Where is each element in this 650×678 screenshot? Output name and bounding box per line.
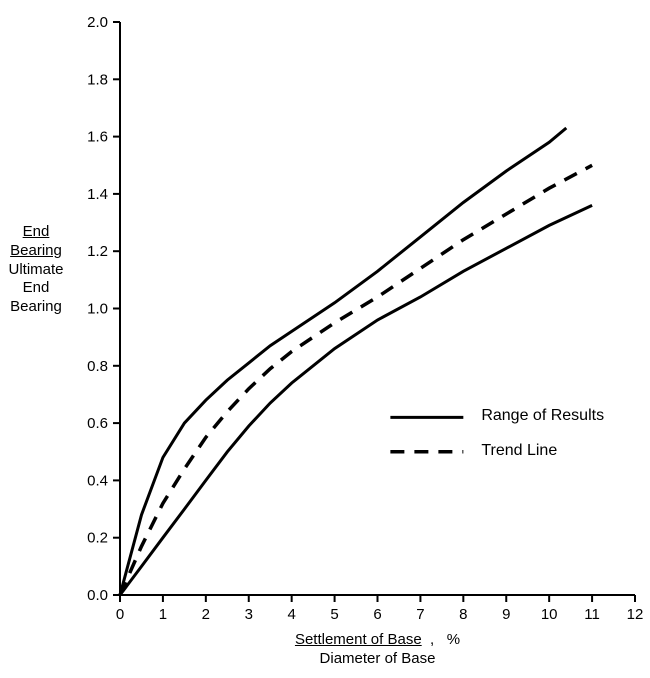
y-axis-title: End Bearing Ultimate End Bearing (0, 223, 72, 317)
y-tick-label: 0.8 (87, 358, 108, 375)
x-title-sep: , (430, 631, 434, 648)
x-tick-label: 4 (287, 606, 295, 623)
x-tick-label: 8 (459, 606, 467, 623)
x-tick-label: 12 (627, 606, 644, 623)
x-tick-label: 0 (116, 606, 124, 623)
y-tick-label: 0.0 (87, 587, 108, 604)
x-tick-label: 7 (416, 606, 424, 623)
y-tick-label: 2.0 (87, 14, 108, 31)
y-tick-label: 0.4 (87, 472, 108, 489)
y-tick-label: 0.6 (87, 415, 108, 432)
x-tick-label: 11 (584, 606, 600, 623)
x-axis-title: Settlement of Base , % Diameter of Base (248, 631, 508, 669)
x-tick-label: 2 (202, 606, 210, 623)
x-tick-label: 3 (245, 606, 253, 623)
y-title-line3: Bearing (10, 298, 62, 315)
x-tick-label: 1 (159, 606, 167, 623)
x-tick-label: 5 (330, 606, 338, 623)
series-lower (120, 205, 592, 595)
legend-solid-label: Range of Results (481, 407, 604, 425)
y-tick-label: 0.2 (87, 530, 108, 547)
y-tick-label: 1.4 (87, 186, 108, 203)
x-title-line1: Settlement of Base (295, 631, 422, 648)
y-tick-label: 1.2 (87, 243, 108, 260)
chart-container: 0.00.20.40.60.81.01.21.41.61.82.00123456… (0, 0, 650, 678)
chart-svg: 0.00.20.40.60.81.01.21.41.61.82.00123456… (0, 0, 650, 678)
y-tick-label: 1.8 (87, 71, 108, 88)
x-title-line2: Diameter of Base (320, 650, 436, 667)
x-tick-label: 10 (541, 606, 558, 623)
x-tick-label: 6 (373, 606, 381, 623)
y-tick-label: 1.0 (87, 301, 108, 318)
y-title-line2: Ultimate End (8, 261, 63, 297)
y-tick-label: 1.6 (87, 129, 108, 146)
series-upper (120, 128, 566, 595)
legend-dashed-label: Trend Line (481, 442, 557, 460)
series-trend (120, 165, 592, 595)
x-tick-label: 9 (502, 606, 510, 623)
x-title-pct: % (447, 631, 460, 648)
y-title-line1: End Bearing (10, 223, 62, 259)
